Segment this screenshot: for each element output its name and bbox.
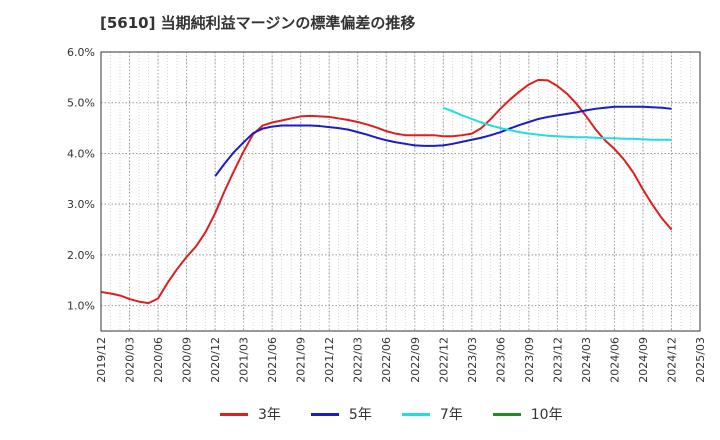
legend-swatch	[220, 412, 248, 416]
x-tick-label-18: 2024/06	[608, 337, 621, 383]
x-axis-ticks: 2019/12 2020/03 2020/06 2020/09 2020/12 2021/…	[95, 337, 707, 383]
x-tick-label-7: 2021/09	[295, 337, 308, 383]
x-tick-label-9: 2022/03	[352, 337, 365, 383]
x-tick-label-14: 2023/06	[494, 337, 507, 383]
series-line-2	[442, 106, 672, 141]
x-tick-label-12: 2022/12	[437, 337, 450, 383]
legend-item-3: 10年	[492, 404, 563, 424]
legend-label: 5年	[348, 407, 372, 423]
legend-item-2: 7年	[401, 404, 463, 424]
legend-swatch	[401, 412, 430, 416]
y-tick-label-1: 2.0%	[67, 249, 95, 262]
y-tick-label-3: 4.0%	[67, 147, 95, 160]
legend-item-1: 5年	[310, 404, 372, 424]
x-tick-label-20: 2024/12	[665, 337, 678, 383]
legend-label: 7年	[439, 407, 463, 423]
series-line-1	[214, 105, 672, 177]
x-tick-label-3: 2020/09	[181, 337, 194, 383]
x-tick-label-5: 2021/03	[238, 337, 251, 383]
y-tick-label-4: 5.0%	[67, 97, 95, 110]
x-tick-label-15: 2023/09	[523, 337, 536, 383]
legend-label: 3年	[258, 407, 281, 423]
legend-item-0: 3年	[220, 404, 281, 424]
x-tick-label-10: 2022/06	[380, 337, 393, 383]
grid-lines	[100, 51, 701, 331]
x-tick-label-13: 2023/03	[466, 337, 479, 383]
x-tick-label-16: 2023/12	[551, 337, 564, 383]
x-tick-label-21: 2025/03	[694, 337, 707, 383]
legend-swatch	[492, 412, 521, 416]
legend-swatch	[310, 412, 339, 416]
y-axis-ticks: 1.0% 2.0% 3.0% 4.0% 5.0% 6.0%	[67, 46, 95, 313]
x-tick-label-19: 2024/09	[637, 337, 650, 383]
legend-label: 10年	[530, 407, 563, 423]
chart-title: [5610] 当期純利益マージンの標準偏差の推移	[100, 14, 416, 32]
x-tick-label-6: 2021/06	[266, 337, 279, 383]
y-tick-label-0: 1.0%	[67, 300, 95, 313]
x-tick-label-17: 2024/03	[580, 337, 593, 383]
y-tick-label-2: 3.0%	[67, 198, 95, 211]
series-line-0	[100, 78, 673, 305]
x-tick-label-8: 2021/12	[323, 337, 336, 383]
series-lines	[100, 78, 673, 305]
plot-frame	[100, 51, 701, 332]
y-tick-label-5: 6.0%	[67, 46, 95, 59]
legend: 3年 5年 7年 10年	[220, 404, 563, 424]
x-tick-label-11: 2022/09	[409, 337, 422, 383]
x-tick-label-4: 2020/12	[209, 337, 222, 383]
x-tick-label-2: 2020/06	[152, 337, 165, 383]
x-tick-label-1: 2020/03	[124, 337, 137, 383]
x-tick-label-0: 2019/12	[95, 337, 108, 383]
